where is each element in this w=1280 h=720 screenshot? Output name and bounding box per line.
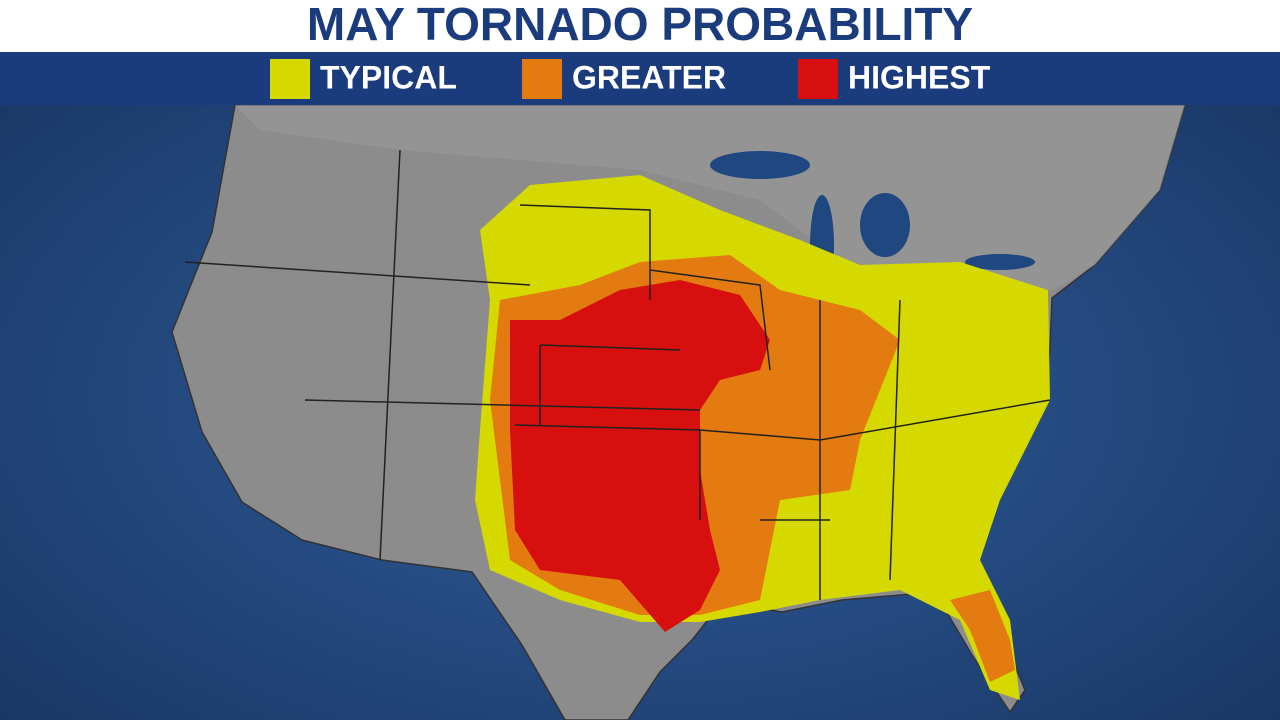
zone-highest [510, 280, 770, 632]
title: MAY TORNADO PROBABILITY [307, 0, 973, 50]
state-lines [184, 149, 1051, 600]
title-band [0, 0, 1280, 52]
legend-label: TYPICAL [320, 59, 457, 95]
legend: TYPICAL GREATER HIGHEST [270, 59, 991, 99]
zone-greater-florida [950, 590, 1015, 682]
legend-label: HIGHEST [848, 59, 991, 95]
legend-swatch [270, 59, 310, 99]
legend-bar [0, 52, 1280, 105]
legend-swatch [798, 59, 838, 99]
canada [235, 105, 1185, 300]
legend-label: GREATER [572, 59, 726, 95]
legend-swatch [522, 59, 562, 99]
